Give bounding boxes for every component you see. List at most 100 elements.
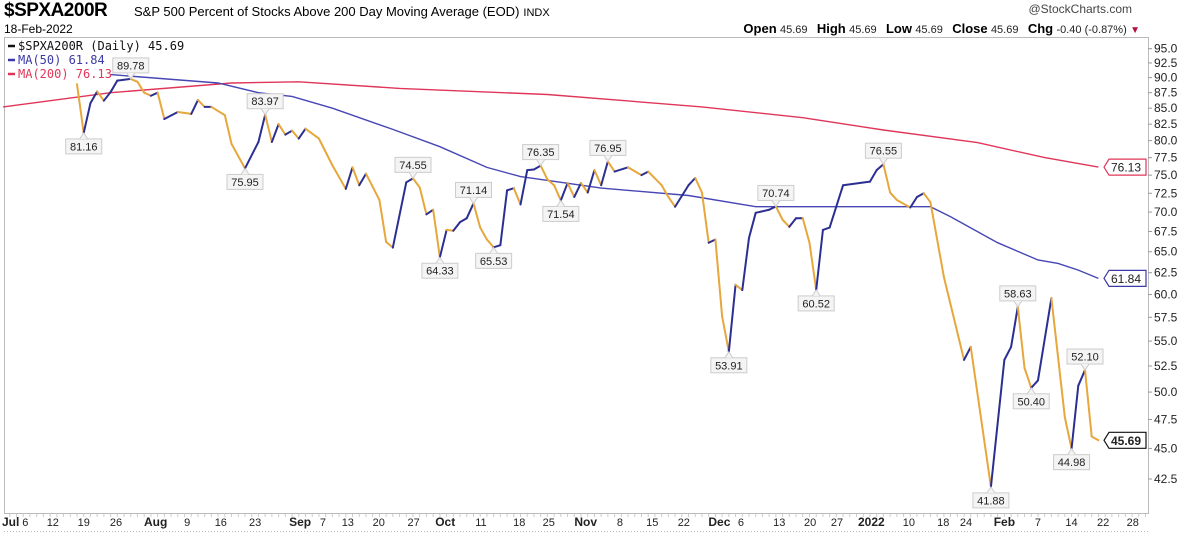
annotation-pointer xyxy=(724,350,734,359)
price-segment-down xyxy=(660,184,670,198)
y-tick-label: 70.0 xyxy=(1154,205,1178,219)
price-segment-up xyxy=(875,163,885,172)
symbol-title: $SPXA200R xyxy=(4,0,108,21)
price-segment-up xyxy=(1030,379,1039,389)
y-tick-label: 92.5 xyxy=(1154,56,1178,70)
y-tick-label: 57.5 xyxy=(1154,310,1178,324)
price-segment-down xyxy=(580,182,589,194)
price-segment-down xyxy=(223,114,233,145)
annotation-pointer xyxy=(260,108,270,116)
x-tick-label: 12 xyxy=(47,517,59,529)
price-segment-up xyxy=(613,166,630,173)
annotation-label: 76.55 xyxy=(870,146,898,158)
y-tick-label: 47.5 xyxy=(1154,413,1178,427)
annotation-pointer xyxy=(536,159,546,167)
price-segment-down xyxy=(922,192,932,204)
price-segment-up xyxy=(89,90,99,105)
value-annotation: 76.55 xyxy=(864,142,902,166)
annotation-label: 65.53 xyxy=(480,256,508,268)
price-segment-up xyxy=(573,182,582,198)
price-segment-down xyxy=(889,191,898,201)
annotation-pointer xyxy=(489,246,499,254)
annotation-label: 64.33 xyxy=(426,266,454,278)
annotation-pointer xyxy=(986,485,996,494)
price-segment-up xyxy=(828,184,845,229)
y-tick-label: 72.5 xyxy=(1154,186,1178,200)
low-value: 45.69 xyxy=(915,24,943,36)
price-segment-down xyxy=(553,184,562,202)
price-segment-up xyxy=(526,168,535,172)
value-annotation: 60.52 xyxy=(797,289,835,312)
x-tick-label: 14 xyxy=(1065,517,1077,529)
price-segment-down xyxy=(539,164,549,181)
price-segment-up xyxy=(425,208,435,216)
price-segment-up xyxy=(190,99,199,115)
price-segment-down xyxy=(156,91,166,120)
x-tick-label: 7 xyxy=(1035,517,1041,529)
price-segment-down xyxy=(196,99,206,108)
price-segment-up xyxy=(1003,345,1013,361)
annotation-label: 74.55 xyxy=(399,160,427,172)
y-tick-label: 75.0 xyxy=(1154,168,1178,182)
x-tick-label: 25 xyxy=(543,517,555,529)
price-segment-down xyxy=(667,195,677,208)
price-segment-up xyxy=(754,208,771,214)
price-segment-up xyxy=(1070,384,1080,450)
price-segment-down xyxy=(942,275,966,361)
price-segment-up xyxy=(257,113,267,143)
price-segment-up xyxy=(741,236,750,292)
price-segment-up xyxy=(358,172,367,187)
price-segment-up xyxy=(149,91,159,97)
price-segment-down xyxy=(627,166,643,177)
price-segment-up xyxy=(1010,305,1019,348)
legend-item: $SPXA200R (Daily) 45.69 xyxy=(18,39,184,53)
x-tick-label: 2022 xyxy=(858,515,885,529)
exchange-label: INDX xyxy=(523,7,550,19)
badge-label: 45.69 xyxy=(1111,434,1141,448)
value-annotation: 74.55 xyxy=(394,156,432,180)
annotation-label: 81.16 xyxy=(70,141,98,153)
value-annotation: 65.53 xyxy=(475,246,513,269)
close-label: Close xyxy=(952,21,988,36)
high-value: 45.69 xyxy=(849,24,877,36)
x-tick-label: Jul xyxy=(2,515,19,529)
price-segment-up xyxy=(640,170,650,177)
x-tick-label: 19 xyxy=(78,517,90,529)
price-segment-up xyxy=(748,211,757,239)
price-segment-up xyxy=(459,217,468,224)
price-segment-down xyxy=(76,83,85,134)
price-segment-down xyxy=(331,164,347,190)
price-segment-down xyxy=(479,226,488,241)
stockcharts-logo[interactable]: @StockCharts.com xyxy=(1028,2,1132,16)
y-tick-label: 87.5 xyxy=(1154,86,1178,100)
price-segment-down xyxy=(895,198,912,209)
price-segment-down xyxy=(378,198,388,243)
annotation-label: 89.78 xyxy=(117,60,145,72)
price-segment-up xyxy=(821,226,831,231)
price-segment-down xyxy=(210,105,226,117)
x-tick-label: 20 xyxy=(804,517,816,529)
price-segment-up xyxy=(909,195,918,209)
y-tick-label: 55.0 xyxy=(1154,334,1178,348)
price-segment-up xyxy=(405,177,414,184)
y-tick-label: 45.0 xyxy=(1154,441,1178,455)
annotation-label: 75.95 xyxy=(231,177,259,189)
price-segment-down xyxy=(774,205,784,221)
value-annotation: 76.95 xyxy=(589,139,627,163)
value-annotation: 44.98 xyxy=(1053,447,1091,471)
annotation-label: 52.10 xyxy=(1071,352,1099,364)
price-segment-up xyxy=(788,217,798,228)
annotation-label: 76.35 xyxy=(527,147,555,159)
x-tick-label: 27 xyxy=(831,517,843,529)
value-annotation: 64.33 xyxy=(421,256,459,279)
x-tick-label: 22 xyxy=(678,517,690,529)
ma50-line xyxy=(110,73,1099,280)
annotation-pointer xyxy=(1013,300,1023,308)
ma200-line xyxy=(3,81,1099,168)
price-segment-down xyxy=(566,182,576,198)
badge-shape xyxy=(1103,431,1147,449)
annotation-pointer xyxy=(1026,386,1036,395)
price-segment-down xyxy=(317,137,334,167)
open-label: Open xyxy=(743,21,777,36)
